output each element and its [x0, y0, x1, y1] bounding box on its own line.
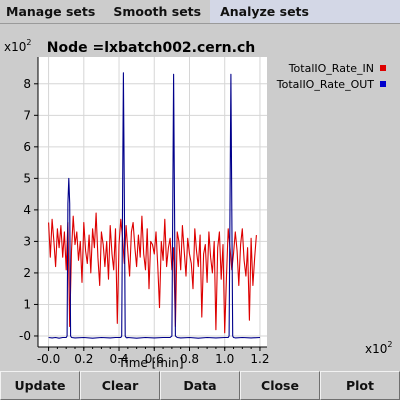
legend-swatch-out — [380, 81, 386, 87]
legend-label-in: TotalIO_Rate_IN — [288, 62, 374, 75]
legend-swatch-in — [380, 65, 386, 71]
menu-analyze-sets[interactable]: Analyze sets — [210, 0, 400, 23]
x-tick-label: 1.0 — [215, 352, 234, 366]
data-button[interactable]: Data — [160, 371, 240, 400]
menu-bar: Manage sets Smooth sets Analyze sets — [0, 0, 400, 24]
y-tick-label: 6 — [23, 140, 31, 154]
series-line-out — [48, 72, 261, 339]
close-button[interactable]: Close — [240, 371, 320, 400]
x-tick-label: 0.4 — [109, 352, 128, 366]
chart-title: Node =lxbatch002.cern.ch — [47, 40, 256, 56]
x-axis-label: Time [min] — [117, 356, 183, 370]
y-multiplier: x102 — [4, 38, 31, 54]
update-button[interactable]: Update — [0, 371, 80, 400]
plot-button[interactable]: Plot — [320, 371, 400, 400]
y-tick-label: 2 — [23, 266, 31, 280]
menu-manage-sets[interactable]: Manage sets — [6, 4, 96, 19]
y-tick-label: 5 — [23, 171, 31, 185]
button-bar: Update Clear Data Close Plot — [0, 371, 400, 400]
menu-smooth-sets[interactable]: Smooth sets — [113, 4, 202, 19]
y-tick-label: 7 — [23, 108, 31, 122]
y-tick-label: 8 — [23, 77, 31, 91]
y-tick-label: 4 — [23, 203, 31, 217]
legend-label-out: TotalIO_Rate_OUT — [276, 78, 375, 91]
y-tick-label: -0 — [19, 329, 31, 343]
x-tick-label: 0.8 — [180, 352, 199, 366]
clear-button[interactable]: Clear — [80, 371, 160, 400]
series-line-in — [48, 212, 257, 334]
series-layer — [48, 72, 261, 339]
x-tick-label: 1.2 — [250, 352, 269, 366]
x-tick-label: 0.2 — [74, 352, 93, 366]
y-tick-label: 1 — [23, 297, 31, 311]
x-tick-label: 0.6 — [145, 352, 164, 366]
legend: TotalIO_Rate_IN TotalIO_Rate_OUT — [276, 62, 386, 91]
x-multiplier: x102 — [365, 340, 392, 356]
chart-area: -0.0 0.2 0.4 0.6 0.8 1.0 1.2 -0 1 2 3 4 5 6 7 8 Node =l… — [0, 24, 400, 371]
axes: -0.0 0.2 0.4 0.6 0.8 1.0 1.2 -0 1 2 3 4 5 6 7 8 — [19, 57, 270, 366]
y-tick-label: 3 — [23, 234, 31, 248]
x-tick-label: -0.0 — [37, 352, 60, 366]
